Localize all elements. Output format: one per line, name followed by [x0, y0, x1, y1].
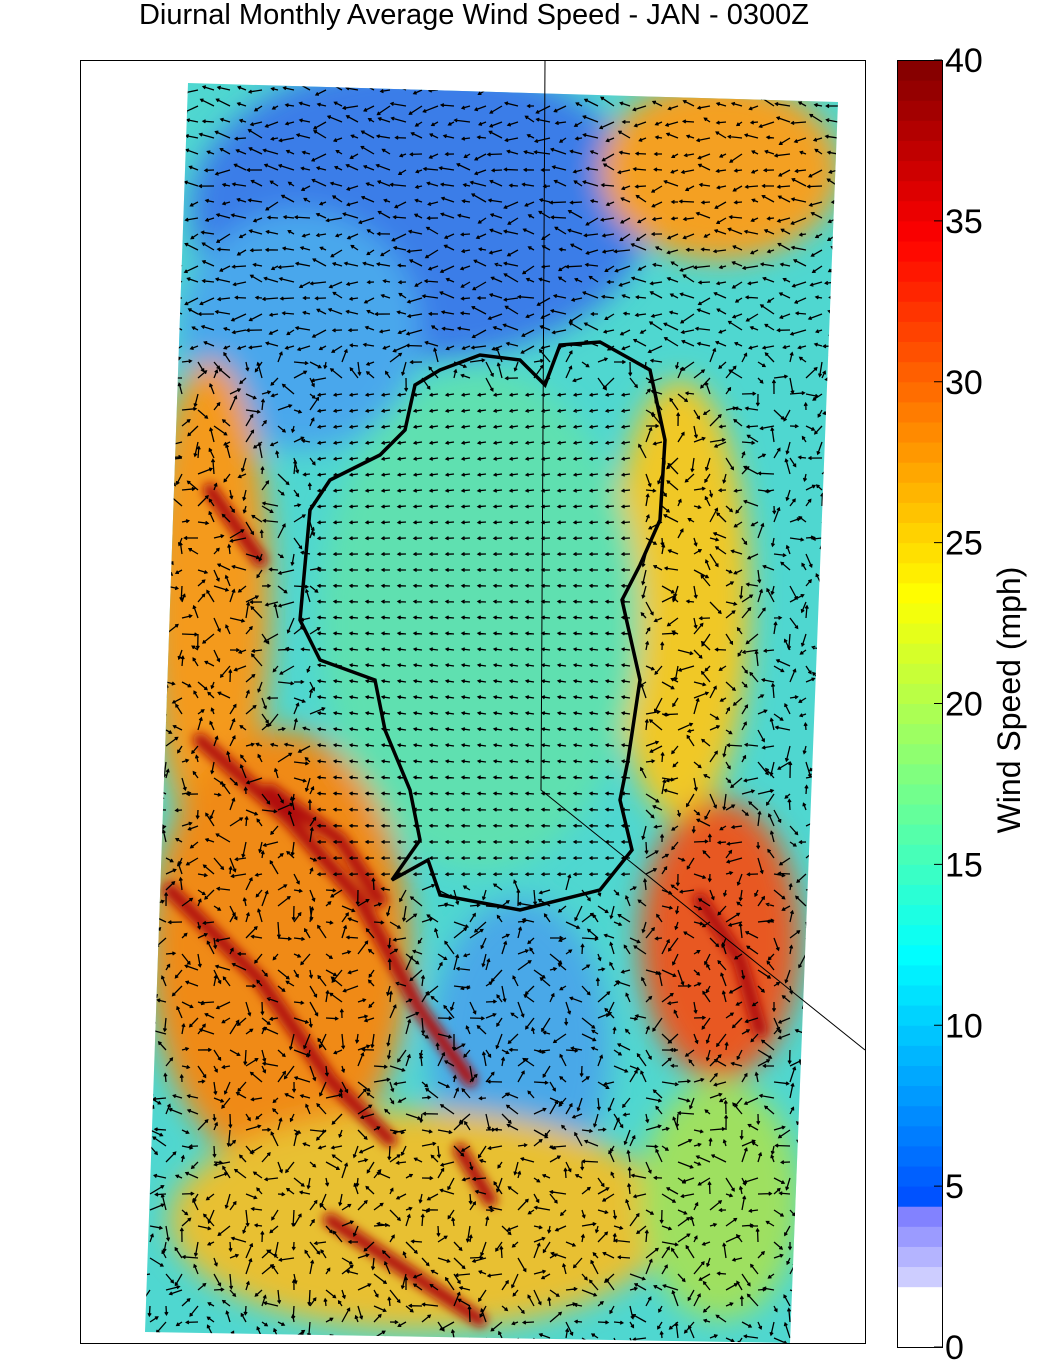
colorbar-swatch: [897, 80, 942, 101]
colorbar-swatch: [897, 1266, 942, 1288]
colorbar-tick-label: 0: [945, 1329, 964, 1362]
colorbar-label: Wind Speed (mph): [991, 567, 1027, 834]
colorbar-swatch: [897, 964, 942, 986]
colorbar-swatch: [897, 562, 942, 584]
colorbar-tick-label: 20: [945, 686, 983, 724]
colorbar-swatch: [897, 482, 942, 503]
colorbar-swatch: [897, 904, 942, 926]
lake-shoreline: [298, 340, 667, 912]
colorbar-swatch: [897, 361, 942, 383]
colorbar-swatch: [897, 341, 942, 363]
colorbar-swatch: [897, 281, 942, 302]
colorbar-tick-label: 15: [945, 846, 983, 884]
colorbar-swatch: [897, 844, 942, 865]
colorbar-frame: [897, 60, 943, 1348]
colorbar-swatch: [897, 462, 942, 483]
colorbar-swatch: [897, 522, 942, 544]
colorbar-swatch: [897, 602, 942, 624]
colorbar-swatch: [897, 1045, 942, 1066]
wind-field: [145, 83, 838, 1343]
colorbar-swatch: [897, 804, 942, 825]
colorbar-swatch: [897, 140, 942, 162]
colorbar-swatch: [897, 261, 942, 282]
colorbar-swatch: [897, 381, 942, 403]
colorbar-tick-label: 10: [945, 1007, 983, 1045]
colorbar-swatch: [897, 1246, 942, 1268]
colorbar-swatch: [897, 824, 942, 845]
colorbar-swatch: [897, 1286, 942, 1308]
colorbar-swatch: [897, 723, 942, 745]
colorbar-swatch: [897, 1186, 942, 1207]
colorbar: 0 5 10 15 20 25 30 35 40: [897, 42, 983, 1367]
colorbar-swatch: [897, 783, 942, 805]
colorbar-tick-label: 30: [945, 364, 983, 402]
colorbar-swatch: [897, 1326, 942, 1348]
wind-vectors: [145, 83, 838, 1343]
colorbar-swatch: [897, 180, 942, 202]
colorbar-swatch: [897, 1085, 942, 1107]
colorbar-swatch: [897, 884, 942, 906]
colorbar-swatch: [897, 864, 942, 885]
colorbar-swatch: [897, 1025, 942, 1046]
colorbar-swatch: [897, 1005, 942, 1026]
colorbar-swatch: [897, 220, 942, 242]
colorbar-swatch: [897, 763, 942, 785]
colorbar-swatch: [897, 643, 942, 664]
colorbar-swatch: [897, 1306, 942, 1328]
colorbar-swatch: [897, 1206, 942, 1227]
colorbar-swatch: [897, 1145, 942, 1167]
colorbar-swatch: [897, 100, 942, 121]
colorbar-tick-label: 40: [945, 42, 983, 80]
colorbar-swatch: [897, 683, 942, 704]
colorbar-swatch: [897, 1226, 942, 1247]
colorbar-swatch: [897, 1166, 942, 1187]
colorbar-swatch: [897, 1065, 942, 1087]
colorbar-swatch: [897, 60, 942, 81]
colorbar-swatch: [897, 421, 942, 443]
colorbar-tick-label: 25: [945, 525, 983, 563]
colorbar-swatch: [897, 200, 942, 222]
colorbar-swatch: [897, 944, 942, 966]
title: Diurnal Monthly Average Wind Speed - JAN…: [139, 0, 809, 31]
colorbar-swatch: [897, 663, 942, 684]
colorbar-swatch: [897, 120, 942, 141]
colorbar-swatch: [897, 240, 942, 262]
colorbar-swatch: [897, 442, 942, 463]
colorbar-swatch: [897, 160, 942, 182]
colorbar-swatch: [897, 1105, 942, 1127]
colorbar-swatch: [897, 1125, 942, 1147]
colorbar-swatch: [897, 582, 942, 604]
colorbar-swatch: [897, 502, 942, 524]
state-boundary: [540, 59, 866, 1051]
colorbar-tick-label: 35: [945, 203, 983, 241]
colorbar-tick-label: 5: [945, 1168, 964, 1206]
colorbar-swatch: [897, 301, 942, 322]
colorbar-swatch: [897, 542, 942, 564]
colorbar-swatch: [897, 924, 942, 946]
colorbar-swatch: [897, 743, 942, 765]
colorbar-swatch: [897, 703, 942, 725]
colorbar-swatch: [897, 321, 942, 343]
colorbar-swatch: [897, 401, 942, 423]
colorbar-swatch: [897, 623, 942, 644]
colorbar-swatch: [897, 985, 942, 1006]
